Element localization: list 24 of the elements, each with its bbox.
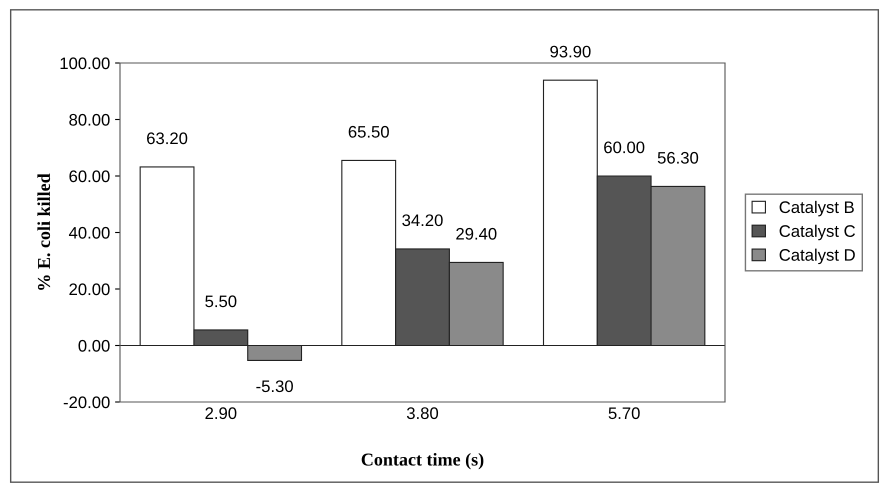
y-tick-label: 40.00 [68,226,110,239]
y-axis-title: % E. coli killed [37,174,50,290]
data-label: 63.20 [147,132,188,144]
data-label: 34.20 [402,214,443,226]
legend-label: Catalyst C [780,224,856,240]
y-tick-label: 20.00 [69,283,110,296]
y-tick-label: -20.00 [64,396,110,408]
y-tick-label: 80.00 [69,114,110,126]
x-tick-label: 2.90 [205,407,236,420]
data-label: 29.40 [456,228,496,240]
x-axis-title: Contact time (s) [362,452,484,470]
data-label: -5.30 [256,380,293,392]
y-tick-label: 100.00 [60,57,110,70]
data-label: 56.30 [658,152,698,164]
x-tick-label: 3.80 [406,407,438,420]
data-label: 65.50 [348,126,389,138]
data-label: 93.90 [550,46,591,58]
data-label: 60.00 [604,141,644,154]
y-tick-label: 0.00 [78,340,110,352]
legend-label: Catalyst B [780,200,854,216]
legend-label: Catalyst D [780,248,855,264]
x-tick-label: 5.70 [608,407,640,420]
data-label: 5.50 [205,295,236,308]
y-tick-label: 60.00 [69,170,110,182]
